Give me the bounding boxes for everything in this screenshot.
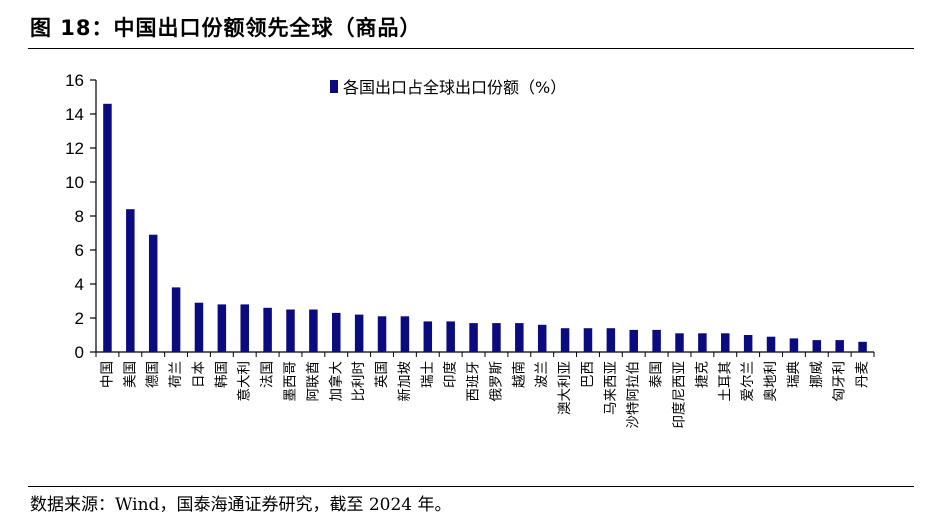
source-note: 数据来源：Wind，国泰海通证券研究，截至 2024 年。 (30, 495, 452, 515)
y-tick-label: 12 (65, 139, 84, 158)
bar (400, 316, 410, 352)
x-category-label: 巴西 (580, 361, 596, 388)
bar (766, 336, 776, 352)
x-category-label: 新加坡 (397, 361, 413, 402)
x-category-label: 中国 (99, 361, 115, 388)
bar (194, 302, 204, 352)
x-category-label: 意大利 (236, 361, 253, 402)
x-category-label: 英国 (373, 361, 390, 388)
x-category-label: 土耳其 (717, 361, 733, 402)
x-category-label: 奥地利 (762, 361, 779, 402)
bar (148, 234, 158, 352)
bar (126, 209, 135, 352)
bar (743, 335, 753, 352)
y-tick-label: 0 (75, 343, 84, 362)
bar (309, 309, 318, 352)
y-tick-label: 4 (75, 275, 84, 294)
bar (171, 287, 181, 352)
legend-swatch (330, 80, 338, 93)
bar (721, 333, 730, 352)
y-tick-label: 16 (65, 71, 84, 90)
bar (858, 341, 867, 352)
x-category-label: 法国 (260, 361, 276, 388)
x-category-label: 捷克 (694, 361, 710, 388)
x-category-label: 俄罗斯 (488, 361, 504, 402)
y-tick-label: 14 (65, 105, 84, 124)
bar (217, 304, 227, 352)
x-category-label: 马来西亚 (603, 361, 619, 415)
bar-chart: 0 2 4 6 8 10 12 14 16 中国 美国 德国 荷兰 日本 韩国 意大利 法国 墨西哥 阿联酋 加拿大… (65, 71, 875, 429)
bar (789, 338, 799, 352)
x-category-label: 阿联酋 (304, 361, 321, 402)
bar (698, 333, 707, 352)
y-axis: 0 2 4 6 8 10 12 14 16 (65, 71, 97, 362)
bar (103, 103, 112, 352)
bar (629, 329, 638, 352)
x-category-label: 丹麦 (855, 361, 871, 388)
x-category-label: 匈牙利 (832, 361, 848, 402)
bar (332, 312, 341, 352)
bar (446, 321, 455, 352)
bar (354, 314, 364, 352)
bar (835, 340, 844, 352)
x-category-label: 比利时 (351, 361, 367, 402)
x-category-label: 德国 (145, 361, 161, 388)
x-category-label: 瑞典 (786, 361, 802, 388)
bar (492, 323, 501, 352)
x-category-label: 越南 (511, 361, 527, 388)
x-category-label: 沙特阿拉伯 (626, 361, 642, 429)
y-tick-label: 2 (75, 309, 84, 328)
x-category-label: 挪威 (809, 361, 825, 388)
bar (515, 323, 524, 352)
x-category-label: 荷兰 (168, 361, 184, 388)
bar (537, 324, 547, 352)
legend-label: 各国出口占全球出口份额（%） (343, 78, 566, 97)
x-category-label: 泰国 (649, 361, 665, 388)
bottom-rule (28, 486, 914, 487)
bar (583, 328, 593, 352)
x-category-label: 加拿大 (327, 361, 344, 402)
bar (286, 309, 295, 352)
x-category-label: 日本 (191, 361, 207, 388)
bar (560, 328, 570, 352)
bar (423, 321, 433, 352)
x-category-label: 印度 (443, 361, 459, 388)
category-labels: 中国 美国 德国 荷兰 日本 韩国 意大利 法国 墨西哥 阿联酋 加拿大 比利时 英国 新加坡 瑞士 印度 西班… (99, 361, 870, 429)
x-category-label: 墨西哥 (283, 361, 299, 402)
bar (240, 304, 249, 352)
bar (606, 328, 616, 352)
bar (377, 316, 387, 352)
top-rule (28, 48, 914, 49)
y-tick-label: 10 (65, 173, 84, 192)
y-tick-label: 8 (75, 207, 84, 226)
y-tick-label: 6 (75, 241, 84, 260)
bar (812, 340, 822, 352)
bar (675, 333, 684, 352)
bars (103, 103, 867, 352)
bar (263, 307, 272, 352)
x-category-label: 波兰 (534, 361, 550, 388)
bar (652, 329, 661, 352)
x-category-label: 瑞士 (420, 361, 436, 388)
x-category-label: 西班牙 (466, 361, 482, 402)
x-category-label: 印度尼西亚 (672, 361, 688, 429)
bar (469, 323, 478, 352)
figure-title: 图 18：中国出口份额领先全球（商品） (30, 16, 422, 40)
x-category-label: 澳大利亚 (557, 361, 573, 415)
x-category-label: 韩国 (214, 361, 230, 388)
x-category-label: 爱尔兰 (740, 361, 756, 402)
x-axis (95, 351, 875, 357)
x-category-label: 美国 (122, 361, 138, 388)
legend: 各国出口占全球出口份额（%） (330, 78, 566, 97)
